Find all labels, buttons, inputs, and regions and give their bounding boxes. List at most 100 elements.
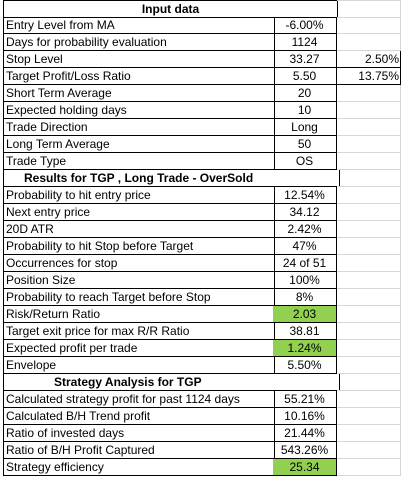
empty-cell[interactable] (337, 102, 401, 119)
input-label-cell[interactable]: Trade Direction (3, 119, 275, 136)
empty-cell[interactable] (337, 442, 401, 459)
result-value-cell[interactable]: 100% (273, 272, 337, 289)
empty-cell[interactable] (337, 170, 401, 187)
input-label-cell[interactable]: Target Profit/Loss Ratio (3, 68, 275, 85)
result-value-cell[interactable]: 24 of 51 (273, 255, 337, 272)
empty-cell[interactable] (337, 357, 401, 374)
empty-cell[interactable] (337, 187, 401, 204)
result-value-cell[interactable]: 5.50% (273, 357, 337, 374)
strategy-value-cell[interactable]: 55.21% (273, 391, 337, 408)
result-row: Target exit price for max R/R Ratio 38.81 (0, 323, 401, 340)
result-label-cell[interactable]: Risk/Return Ratio (3, 306, 275, 323)
strategy-label-cell[interactable]: Calculated B/H Trend profit (3, 408, 275, 425)
result-row: Next entry price 34.12 (0, 204, 401, 221)
result-label-cell[interactable]: Expected profit per trade (3, 340, 275, 357)
input-value-cell[interactable]: 20 (273, 85, 337, 102)
empty-cell[interactable] (337, 306, 401, 323)
result-value-cell[interactable]: 12.54% (273, 187, 337, 204)
empty-cell[interactable] (337, 425, 401, 442)
input-label-cell[interactable]: Expected holding days (3, 102, 275, 119)
result-value-cell[interactable]: 38.81 (273, 323, 337, 340)
result-label-cell[interactable]: 20D ATR (3, 221, 275, 238)
empty-cell[interactable] (337, 272, 401, 289)
result-row: Occurrences for stop 24 of 51 (0, 255, 401, 272)
input-value-cell[interactable]: 5.50 (273, 68, 337, 85)
empty-cell[interactable] (337, 153, 401, 170)
strategy-row: Calculated strategy profit for past 1124… (0, 391, 401, 408)
input-value-cell[interactable]: 33.27 (273, 51, 337, 68)
empty-cell[interactable] (337, 459, 401, 476)
empty-cell[interactable] (337, 17, 401, 34)
result-label-cell[interactable]: Envelope (3, 357, 275, 374)
input-value-cell[interactable]: -6.00% (273, 17, 337, 34)
empty-cell[interactable] (337, 0, 401, 18)
strategy-value-cell[interactable]: 21.44% (273, 425, 337, 442)
input-extra-cell[interactable]: 2.50% (337, 51, 401, 68)
input-label-cell[interactable]: Trade Type (3, 153, 275, 170)
empty-cell[interactable] (337, 374, 401, 391)
input-section-title[interactable]: Input data (3, 0, 338, 18)
input-value-cell[interactable]: OS (273, 153, 337, 170)
result-label-cell[interactable]: Next entry price (3, 204, 275, 221)
strategy-label-cell[interactable]: Ratio of B/H Profit Captured (3, 442, 275, 459)
empty-cell[interactable] (337, 119, 401, 136)
result-value-cell[interactable]: 47% (273, 238, 337, 255)
strategy-section-title[interactable]: Strategy Analysis for TGP (3, 374, 340, 391)
empty-cell[interactable] (337, 85, 401, 102)
strategy-label-cell[interactable]: Strategy efficiency (3, 459, 275, 476)
empty-cell[interactable] (337, 408, 401, 425)
result-row: Risk/Return Ratio 2.03 (0, 306, 401, 323)
input-value-cell[interactable]: 10 (273, 102, 337, 119)
input-row: Trade Type OS (0, 153, 401, 170)
input-row: Days for probability evaluation 1124 (0, 34, 401, 51)
input-extra-cell[interactable]: 13.75% (337, 68, 401, 85)
empty-cell[interactable] (337, 340, 401, 357)
result-label-cell[interactable]: Target exit price for max R/R Ratio (3, 323, 275, 340)
strategy-value-cell[interactable]: 10.16% (273, 408, 337, 425)
empty-cell[interactable] (337, 238, 401, 255)
result-value-cell[interactable]: 2.03 (273, 306, 337, 323)
result-row: 20D ATR 2.42% (0, 221, 401, 238)
result-label-cell[interactable]: Occurrences for stop (3, 255, 275, 272)
empty-cell[interactable] (337, 221, 401, 238)
strategy-value-cell[interactable]: 25.34 (273, 459, 337, 476)
input-label-cell[interactable]: Long Term Average (3, 136, 275, 153)
empty-cell[interactable] (337, 289, 401, 306)
result-label-cell[interactable]: Probability to reach Target before Stop (3, 289, 275, 306)
result-label-cell[interactable]: Probability to hit entry price (3, 187, 275, 204)
empty-cell[interactable] (337, 204, 401, 221)
input-label-cell[interactable]: Stop Level (3, 51, 275, 68)
strategy-row: Strategy efficiency 25.34 (0, 459, 401, 476)
input-label-cell[interactable]: Entry Level from MA (3, 17, 275, 34)
input-row: Trade Direction Long (0, 119, 401, 136)
input-value-cell[interactable]: Long (273, 119, 337, 136)
empty-cell[interactable] (337, 255, 401, 272)
result-row: Probability to hit Stop before Target 47% (0, 238, 401, 255)
strategy-value-cell[interactable]: 543.26% (273, 442, 337, 459)
result-value-cell[interactable]: 2.42% (273, 221, 337, 238)
empty-cell[interactable] (337, 323, 401, 340)
input-label-cell[interactable]: Short Term Average (3, 85, 275, 102)
result-row: Envelope 5.50% (0, 357, 401, 374)
input-row: Expected holding days 10 (0, 102, 401, 119)
strategy-label-cell[interactable]: Calculated strategy profit for past 1124… (3, 391, 275, 408)
result-row: Probability to reach Target before Stop 8… (0, 289, 401, 306)
result-label-cell[interactable]: Probability to hit Stop before Target (3, 238, 275, 255)
result-value-cell[interactable]: 1.24% (273, 340, 337, 357)
empty-cell[interactable] (337, 391, 401, 408)
results-section-title[interactable]: Results for TGP , Long Trade - OverSold (3, 170, 340, 187)
result-row: Position Size 100% (0, 272, 401, 289)
result-value-cell[interactable]: 34.12 (273, 204, 337, 221)
input-row: Target Profit/Loss Ratio 5.50 13.75% (0, 68, 401, 85)
result-label-cell[interactable]: Position Size (3, 272, 275, 289)
empty-cell[interactable] (337, 136, 401, 153)
empty-cell[interactable] (337, 34, 401, 51)
input-value-cell[interactable]: 50 (273, 136, 337, 153)
strategy-row: Calculated B/H Trend profit 10.16% (0, 408, 401, 425)
input-value-cell[interactable]: 1124 (273, 34, 337, 51)
strategy-label-cell[interactable]: Ratio of invested days (3, 425, 275, 442)
input-row: Entry Level from MA -6.00% (0, 17, 401, 34)
result-value-cell[interactable]: 8% (273, 289, 337, 306)
input-label-cell[interactable]: Days for probability evaluation (3, 34, 275, 51)
